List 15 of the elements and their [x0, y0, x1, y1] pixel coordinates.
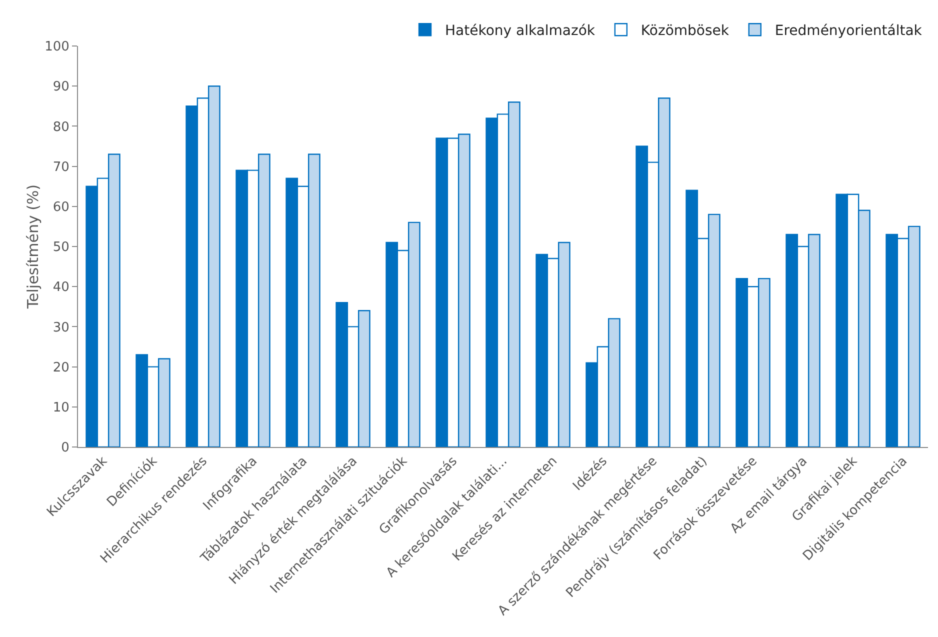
y-tick-label: 40 — [52, 280, 70, 296]
y-tick-label: 90 — [52, 80, 70, 95]
y-tick-label: 0 — [61, 440, 70, 456]
y-tick-label: 10 — [52, 400, 70, 416]
y-tick-label: 60 — [52, 200, 70, 215]
y-tick-label: 30 — [52, 320, 70, 336]
legend-label: Eredményorientáltak — [774, 23, 923, 40]
legend-label: Közömbösek — [640, 23, 730, 40]
legend-label: Hatékony alkalmazók — [445, 23, 596, 40]
y-tick-label: 70 — [52, 160, 70, 175]
y-tick-label: 20 — [52, 360, 70, 376]
y-axis-title: Teljesítmény (%) — [24, 184, 42, 310]
y-tick-label: 100 — [44, 40, 70, 55]
y-tick-label: 50 — [52, 240, 70, 256]
y-tick-label: 80 — [52, 120, 70, 135]
